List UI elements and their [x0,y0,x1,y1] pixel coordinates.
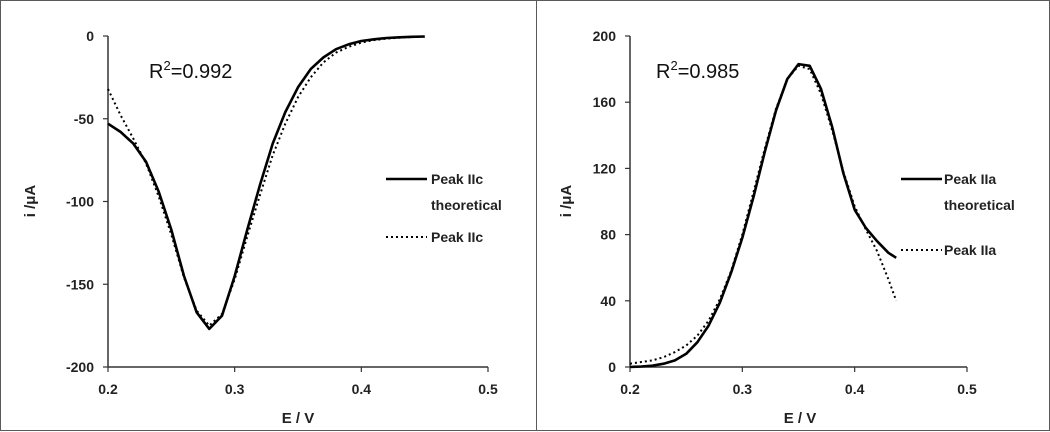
series-line-experimental [107,35,425,327]
y-tick-label: 160 [593,94,617,110]
y-axis-title: i /μA [22,185,39,218]
y-axis-title: i /μA [558,185,575,218]
x-axis-title: E / V [784,410,817,427]
y-tick-label: -150 [66,276,94,292]
series-line-theoretical [107,35,425,331]
x-tick-label: 0.5 [957,381,977,397]
y-tick-label: 200 [593,28,617,44]
legend-label: Peak IIc [431,171,483,187]
legend-label: Peak IIc [431,229,483,245]
series-line-theoretical [629,62,897,369]
r-squared-annotation: R2=0.985 [656,58,739,83]
chart-panel-right: 200 160 120 80 40 0 0.2 0.3 0.4 0.5 E / V i /μA R2=0… [536,0,1050,431]
y-tick-label: 120 [593,160,617,176]
legend-label: Peak IIa [944,171,996,187]
y-tick-label: 0 [608,359,616,375]
x-tick-label: 0.2 [98,381,118,397]
x-tick-label: 0.3 [733,381,753,397]
y-tick-label: 80 [600,227,616,243]
x-tick-label: 0.3 [225,381,245,397]
y-tick-label: 0 [86,28,94,44]
chart-svg-right: 200 160 120 80 40 00.2 0.3 0.4 0.5 E / V i /μA R2=0… [558,28,1015,427]
y-tick-label: -100 [66,194,94,210]
y-tick-label: 40 [600,293,616,309]
chart-panel-left: 0 -50 -100 -150 -200 0.2 0.3 0.4 0.5 E / V i /μA R2… [0,0,537,431]
r-squared-annotation: R2=0.992 [149,58,232,83]
y-tick-label: -200 [66,359,94,375]
x-tick-label: 0.4 [352,381,372,397]
legend-label: theoretical [944,197,1015,213]
y-tick-label: -50 [74,111,94,127]
series-line-experimental [629,64,898,365]
x-tick-label: 0.2 [620,381,640,397]
x-tick-label: 0.5 [478,381,498,397]
x-axis-title: E / V [282,410,315,427]
legend-label: Peak IIa [944,242,996,258]
legend-label: theoretical [431,197,502,213]
x-tick-label: 0.4 [845,381,865,397]
